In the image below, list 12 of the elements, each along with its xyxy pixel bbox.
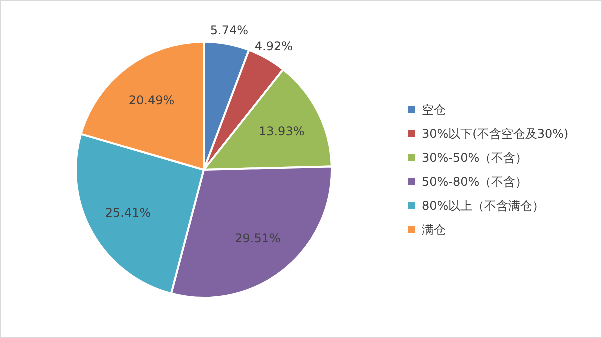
legend-label: 30%以下(不含空仓及30%)	[422, 127, 569, 142]
legend-label: 满仓	[422, 223, 446, 238]
legend-label: 50%-80%（不含）	[422, 175, 528, 190]
data-label: 4.92%	[254, 40, 294, 54]
data-label: 20.49%	[128, 94, 175, 108]
data-label: 13.93%	[258, 124, 305, 138]
data-label: 5.74%	[210, 24, 249, 38]
legend-label: 80%以上（不含满仓）	[422, 199, 545, 214]
legend-label: 空仓	[422, 103, 446, 118]
legend-label: 30%-50%（不含）	[422, 151, 528, 166]
data-label: 25.41%	[105, 206, 152, 220]
data-label: 29.51%	[235, 231, 281, 246]
